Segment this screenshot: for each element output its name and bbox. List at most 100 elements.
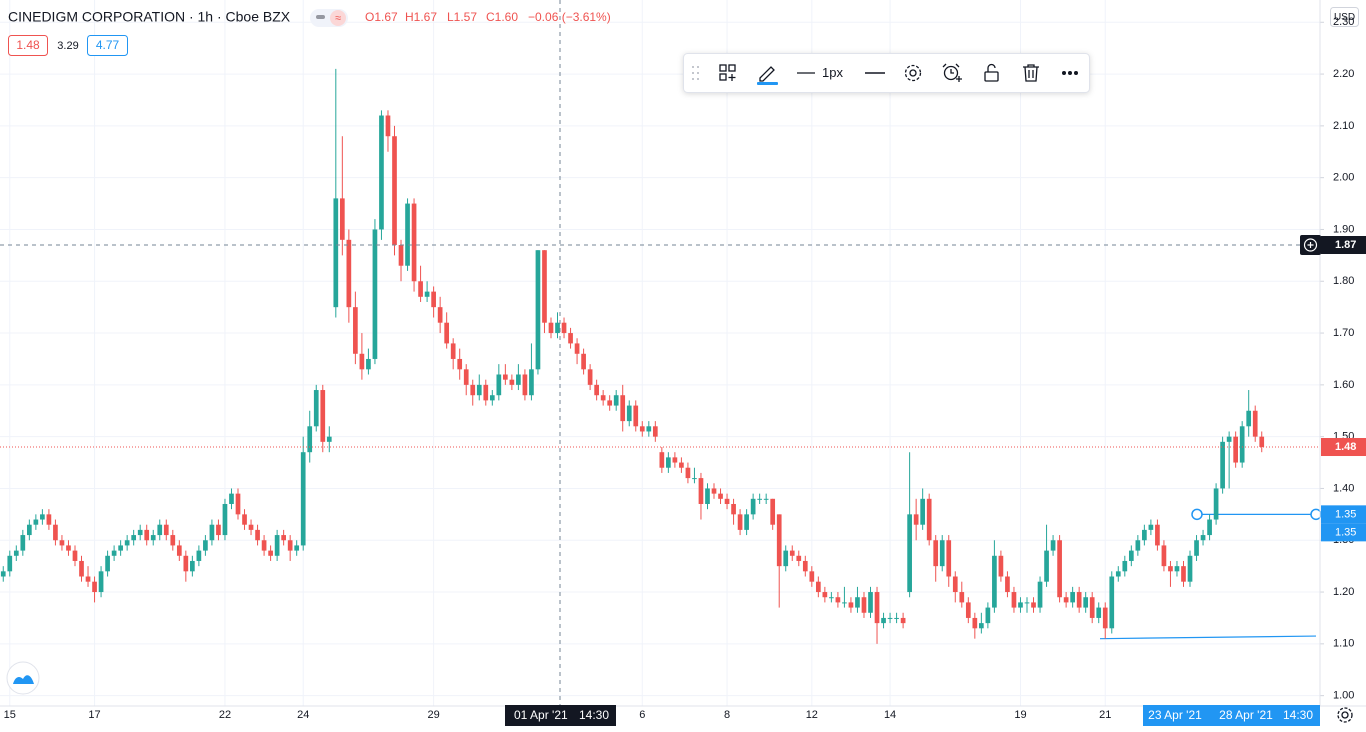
drawing-toolbar: 1px — [683, 53, 1090, 93]
selection-end: 28 Apr '21 — [1219, 708, 1273, 722]
symbol-title[interactable]: CINEDIGM CORPORATION · 1h · Cboe BZX — [8, 9, 291, 25]
candle-body — [261, 540, 267, 551]
candle-body — [1174, 566, 1180, 572]
y-tick-label: 2.20 — [1333, 68, 1354, 80]
candle-body — [353, 307, 358, 354]
crosshair-date: 01 Apr '21 — [514, 708, 568, 722]
candle-body — [516, 374, 521, 385]
candle-body — [431, 291, 436, 308]
candle-body — [268, 550, 273, 556]
candle-body — [339, 198, 345, 240]
y-tick-label: 1.20 — [1333, 586, 1354, 598]
candle-body — [457, 358, 463, 370]
settings-gear[interactable] — [1337, 707, 1353, 723]
candle-body — [300, 452, 306, 546]
candle-body — [222, 503, 228, 536]
candle-body — [737, 514, 743, 530]
candle-body — [789, 550, 795, 556]
candle-body — [85, 576, 91, 582]
candle-body — [1070, 592, 1075, 603]
candle-body — [229, 493, 234, 504]
candle-body — [1115, 571, 1121, 577]
candle-body — [985, 607, 991, 624]
candle-body — [190, 560, 195, 572]
candle-body — [183, 555, 189, 572]
candle-body — [842, 602, 847, 604]
candle-body — [685, 467, 691, 479]
delete-button[interactable] — [1023, 64, 1039, 82]
candle-body — [926, 498, 932, 541]
y-tick-label: 2.00 — [1333, 172, 1354, 184]
drag-handle[interactable] — [692, 66, 699, 80]
y-tick-label: 2.10 — [1333, 120, 1354, 132]
candle-body — [313, 390, 319, 427]
lock-button[interactable] — [984, 63, 999, 82]
candle-body — [705, 488, 710, 504]
currency: USD — [1334, 12, 1355, 23]
candle-body — [92, 581, 97, 593]
spread: 3.29 — [57, 40, 78, 52]
candle-body — [881, 617, 886, 624]
candle-body — [326, 436, 332, 442]
candle-body — [248, 524, 254, 530]
candle-body — [483, 384, 489, 401]
alert-button[interactable] — [942, 63, 962, 82]
candle-body — [1057, 540, 1062, 598]
candle-body — [13, 550, 19, 556]
ask-box[interactable] — [87, 35, 128, 56]
bid: 1.48 — [16, 38, 40, 52]
bid-box[interactable] — [8, 35, 48, 56]
x-tick-label: 19 — [1014, 709, 1026, 721]
x-tick-label: 14 — [884, 709, 896, 721]
candle-body — [731, 503, 736, 515]
candle-body — [144, 529, 150, 541]
candle-body — [131, 535, 137, 541]
candle-body — [946, 540, 952, 577]
candle-body — [1213, 488, 1219, 520]
candle-body — [1207, 519, 1212, 536]
candle-body — [255, 529, 260, 541]
candle-body — [763, 498, 769, 500]
logo-button[interactable] — [6, 661, 40, 695]
candle-body — [933, 540, 939, 567]
candle-body — [1181, 566, 1186, 582]
candle-body — [626, 405, 632, 422]
candle-body — [418, 281, 423, 297]
y-tick-label: 1.80 — [1333, 275, 1354, 287]
candle-body — [203, 540, 208, 551]
candle-body — [1037, 581, 1043, 608]
y-tick-label: 1.60 — [1333, 379, 1354, 391]
line-width[interactable]: 1px — [822, 65, 843, 80]
legend-low: L1.57 — [447, 10, 477, 24]
candle-body — [170, 535, 176, 546]
candle-body — [1233, 436, 1239, 463]
color-button[interactable] — [759, 66, 775, 82]
candle-body — [979, 623, 984, 629]
candle-body — [939, 540, 945, 567]
trend-handle[interactable] — [1191, 508, 1203, 521]
last-price-label: 1.48 — [1335, 441, 1356, 453]
candle-body — [900, 617, 906, 624]
candle-body — [444, 322, 450, 344]
candle-body — [379, 115, 384, 230]
candle-body — [53, 524, 58, 541]
candle-body — [235, 493, 241, 515]
settings-button[interactable] — [904, 64, 922, 82]
candle-body — [118, 545, 123, 551]
candle-body — [548, 322, 554, 334]
y-tick-label: 2.30 — [1333, 16, 1354, 28]
candle-body — [287, 540, 293, 551]
trend-price-box — [1321, 505, 1366, 524]
more-button[interactable] — [1062, 71, 1078, 75]
candle-body — [1226, 436, 1232, 442]
candle-body — [672, 457, 678, 463]
templates-button[interactable] — [719, 64, 736, 81]
candle-body — [998, 555, 1004, 577]
crosshair-time: 14:30 — [579, 708, 609, 722]
x-tick-label: 15 — [4, 709, 16, 721]
currency-button[interactable] — [1330, 7, 1359, 27]
candle-body — [848, 602, 854, 608]
status-icon — [330, 10, 346, 26]
